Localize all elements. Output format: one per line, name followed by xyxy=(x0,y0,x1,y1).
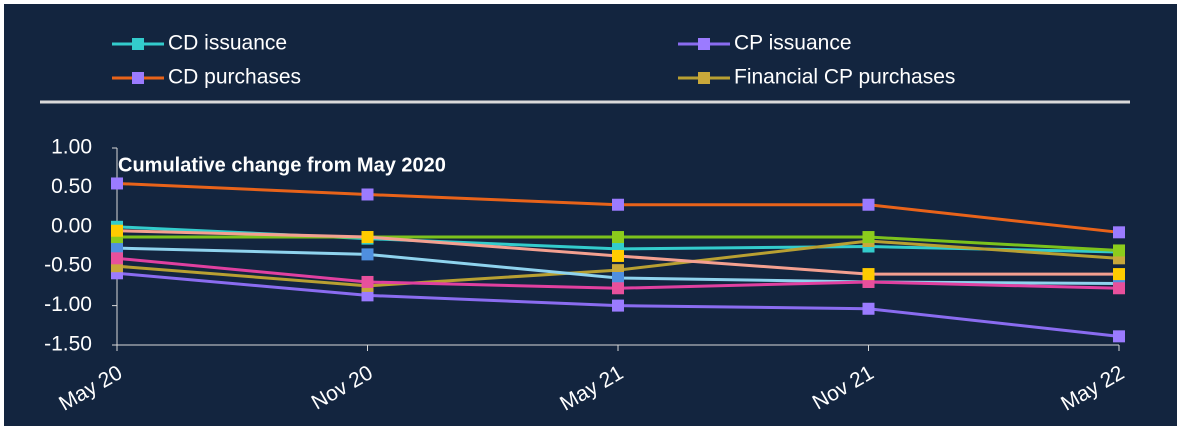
legend-label: CD issuance xyxy=(168,32,287,55)
y-tick-label: 0.00 xyxy=(51,214,92,237)
point-marker xyxy=(612,231,624,244)
point-marker xyxy=(612,272,624,285)
chart-title: Cumulative change from May 2020 xyxy=(118,154,446,176)
point-marker xyxy=(361,188,374,201)
point-marker xyxy=(862,302,875,315)
point-marker xyxy=(612,198,624,211)
legend-label: CP issuance xyxy=(734,32,852,55)
point-marker xyxy=(111,252,123,265)
y-tick-label: -1.50 xyxy=(44,333,92,356)
point-marker xyxy=(111,224,123,237)
legend-marker xyxy=(132,38,144,50)
legend-label: Financial CP purchases xyxy=(734,66,955,89)
legend-marker xyxy=(132,72,144,84)
point-marker xyxy=(111,177,123,190)
point-marker xyxy=(361,248,374,261)
point-marker xyxy=(361,275,374,288)
point-marker xyxy=(612,282,624,295)
point-marker xyxy=(862,198,875,211)
point-marker xyxy=(361,289,374,302)
point-marker xyxy=(612,299,624,312)
legend-marker xyxy=(698,38,710,50)
y-tick-label: 1.00 xyxy=(51,136,92,159)
point-marker xyxy=(1113,268,1125,281)
point-marker xyxy=(1113,282,1125,295)
point-marker xyxy=(111,242,123,255)
point-marker xyxy=(862,231,875,244)
point-marker xyxy=(862,268,875,281)
point-marker xyxy=(1113,244,1125,257)
point-marker xyxy=(1113,226,1125,239)
point-marker xyxy=(361,231,374,244)
point-marker xyxy=(1113,330,1125,343)
legend-marker xyxy=(698,72,710,84)
point-marker xyxy=(612,249,624,262)
y-tick-label: -0.50 xyxy=(44,254,92,277)
legend-label: CD purchases xyxy=(168,66,301,89)
y-tick-label: 0.50 xyxy=(51,175,92,198)
background xyxy=(4,4,1177,426)
y-tick-label: -1.00 xyxy=(44,293,92,316)
